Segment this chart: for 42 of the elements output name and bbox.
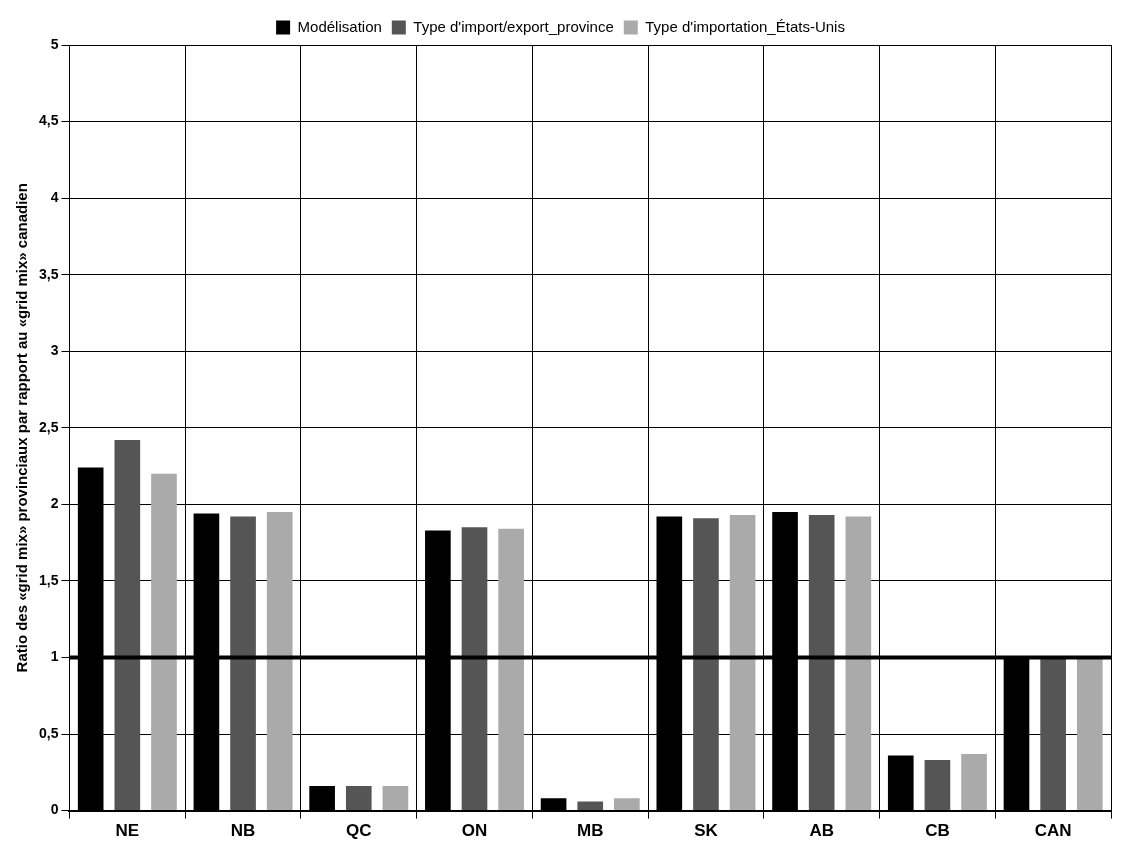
bar xyxy=(961,753,987,811)
bar xyxy=(266,512,293,811)
y-tick-label: 2 xyxy=(50,495,59,512)
bar xyxy=(345,786,372,811)
x-tick-label: MB xyxy=(577,821,604,841)
y-tick-label: 0,5 xyxy=(38,724,59,741)
x-tick-label: NE xyxy=(115,821,140,841)
bar xyxy=(845,516,872,811)
bar xyxy=(382,786,409,811)
x-tick-label: SK xyxy=(694,821,719,841)
x-tick-label: NB xyxy=(230,821,256,841)
bar xyxy=(151,473,177,811)
bar xyxy=(1040,657,1066,811)
legend-label: Type d'importation_États-Unis xyxy=(645,17,845,35)
x-tick-label: ON xyxy=(461,821,488,841)
bar xyxy=(729,515,756,811)
bar xyxy=(1076,657,1103,811)
bar xyxy=(498,528,524,811)
bar xyxy=(461,527,488,811)
y-tick-label: 1 xyxy=(50,648,59,665)
y-tick-label: 3,5 xyxy=(38,265,59,282)
x-tick-label: AB xyxy=(809,821,834,841)
legend-label: Modélisation xyxy=(297,17,382,35)
bar xyxy=(577,801,604,811)
bar xyxy=(693,518,719,811)
y-tick-label: 3 xyxy=(50,342,59,359)
y-axis-title: Ratio des «grid mix» provinciaux par rapport au «grid mix» canadien xyxy=(13,183,31,673)
bar xyxy=(808,515,835,811)
y-tick-label: 4,5 xyxy=(38,112,59,129)
legend-label: Type d'import/export_province xyxy=(413,17,614,35)
y-tick-label: 0 xyxy=(50,801,59,818)
bar xyxy=(114,440,141,811)
x-tick-label: CAN xyxy=(1034,821,1072,841)
y-tick-label: 2,5 xyxy=(38,418,59,435)
y-tick-label: 4 xyxy=(50,188,59,205)
bar xyxy=(614,798,640,811)
y-tick-label: 5 xyxy=(50,35,59,52)
bar xyxy=(230,516,256,811)
x-tick-label: CB xyxy=(925,821,950,841)
x-tick-label: QC xyxy=(346,821,372,841)
y-tick-label: 1,5 xyxy=(38,571,59,588)
bar xyxy=(924,760,951,811)
